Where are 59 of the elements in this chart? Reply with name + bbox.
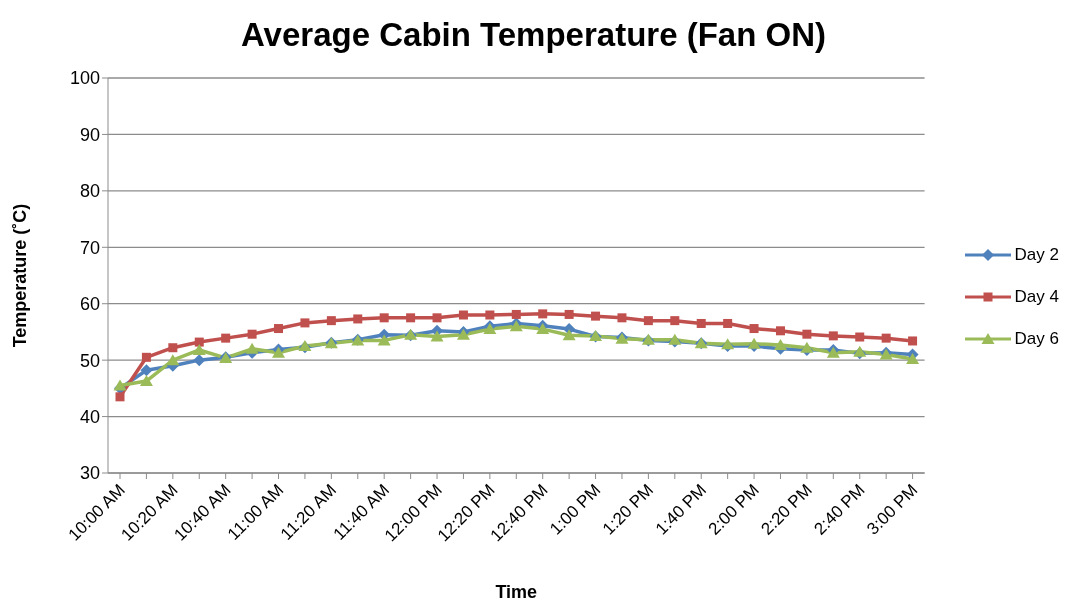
point	[591, 311, 601, 321]
point	[643, 316, 653, 326]
point	[166, 354, 180, 366]
point	[538, 309, 548, 319]
point	[221, 333, 231, 343]
legend-label: Day 4	[1014, 287, 1059, 307]
y-tick-label: 100	[69, 68, 100, 89]
point	[194, 337, 204, 347]
point	[617, 313, 627, 323]
point	[511, 309, 521, 319]
point	[192, 343, 206, 355]
point	[802, 329, 812, 339]
legend-label: Day 6	[1014, 329, 1059, 349]
point	[881, 333, 891, 343]
point	[115, 392, 125, 402]
point	[406, 313, 416, 323]
point	[696, 318, 706, 328]
point	[536, 323, 550, 335]
y-tick-label: 80	[79, 181, 100, 202]
point	[485, 310, 495, 320]
point	[193, 354, 206, 367]
point	[828, 331, 838, 341]
point	[430, 330, 444, 342]
y-tick-label: 90	[79, 124, 100, 145]
point	[432, 313, 442, 323]
point	[300, 318, 310, 328]
y-tick-label: 70	[79, 237, 100, 258]
point	[141, 352, 151, 362]
point	[775, 326, 785, 336]
chart-title: Average Cabin Temperature (Fan ON)	[240, 16, 827, 54]
point	[274, 324, 284, 334]
point	[670, 316, 680, 326]
point	[458, 310, 468, 320]
point	[906, 353, 920, 365]
point	[747, 337, 761, 349]
point	[247, 329, 257, 339]
point	[140, 364, 153, 377]
point	[908, 336, 918, 346]
point	[139, 375, 153, 387]
y-axis-title: Temperature (˚C)	[10, 203, 31, 348]
point	[773, 338, 787, 350]
y-tick-label: 50	[79, 350, 100, 371]
y-tick-label: 30	[79, 463, 100, 484]
y-tick-label: 60	[79, 294, 100, 315]
point	[245, 342, 259, 354]
point	[855, 332, 865, 342]
point	[168, 343, 178, 353]
point	[353, 314, 363, 324]
legend-label: Day 2	[1014, 245, 1059, 265]
y-tick-label: 40	[79, 406, 100, 427]
point	[326, 316, 336, 326]
point	[564, 309, 574, 319]
point	[723, 318, 733, 328]
point	[749, 324, 759, 334]
x-axis-title: Time	[495, 582, 538, 602]
point	[562, 329, 576, 341]
point	[113, 379, 127, 391]
point	[379, 313, 389, 323]
point	[377, 334, 391, 346]
